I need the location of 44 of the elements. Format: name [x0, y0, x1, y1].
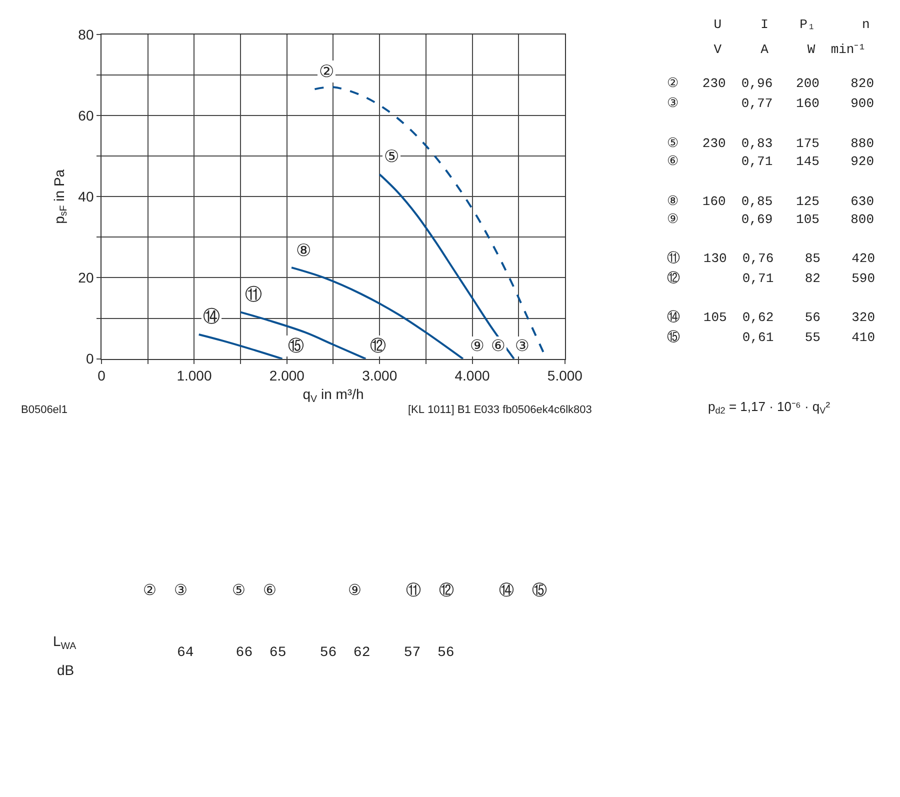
series-label: ⑭ — [203, 307, 220, 326]
text: ⑮ 0,61 55 410 — [667, 330, 876, 345]
x-axis-title: q$_{V}$ in m³/h — [302, 386, 364, 405]
text: ② ③ ⑤ ⑥ ⑨ ⑪ ⑫ ⑭ ⑮ — [143, 582, 548, 600]
text: ⑭ 105 0,62 56 320 — [667, 310, 876, 325]
x-tick-label: 1.000 — [176, 368, 212, 384]
text: V A W min⁻¹ — [667, 42, 866, 57]
series-label: ⑧ — [296, 241, 311, 260]
text: ⑫ 0,71 82 590 — [667, 271, 876, 286]
text: [KL 1011] B1 E033 fb0506ek4c6lk803 — [408, 404, 592, 416]
x-tick-label: 0 — [98, 368, 106, 384]
annotation: ③ — [515, 338, 529, 355]
text: L$_{WA}$ — [53, 633, 77, 652]
text: B0506el1 — [21, 404, 68, 416]
y-tick-label: 60 — [78, 107, 94, 124]
x-tick-label: 2.000 — [269, 368, 305, 384]
y-tick-label: 20 — [78, 270, 94, 286]
series-label: ② — [319, 62, 334, 81]
x-tick-label: 3.000 — [362, 368, 398, 384]
series-label: ⑪ — [245, 285, 262, 304]
annotation: ⑥ — [491, 338, 505, 355]
line-series — [198, 333, 284, 359]
text: p$_{d2}$ = 1,17 · 10⁻⁶ · q$_{V}$² — [708, 399, 831, 416]
text: dB — [57, 662, 74, 678]
y-tick-label: 80 — [78, 26, 94, 42]
text: ⑤ 230 0,83 175 880 — [667, 136, 874, 151]
annotation: ⑨ — [470, 338, 484, 355]
text: 64 66 65 56 62 57 56 — [177, 645, 454, 661]
y-tick-label: 40 — [78, 188, 94, 205]
text: U I P₁ n — [667, 17, 870, 32]
text: ⑧ 160 0,85 125 630 — [667, 194, 874, 209]
annotation: ⑮ — [288, 337, 304, 355]
x-tick-label: 4.000 — [454, 368, 490, 384]
line-series — [290, 266, 464, 359]
x-tick-label: 5.000 — [547, 368, 583, 384]
text: ⑪ 130 0,76 85 420 — [667, 251, 876, 266]
text: ⑨ 0,69 105 800 — [667, 212, 874, 227]
series-label: ⑤ — [384, 147, 399, 166]
text: ② 230 0,96 200 820 — [667, 76, 874, 91]
text: ⑥ 0,71 145 920 — [667, 154, 874, 169]
line-series — [240, 311, 367, 359]
y-tick-label: 0 — [86, 350, 94, 367]
annotation: ⑫ — [370, 337, 386, 355]
text: ③ 0,77 160 900 — [667, 96, 874, 111]
